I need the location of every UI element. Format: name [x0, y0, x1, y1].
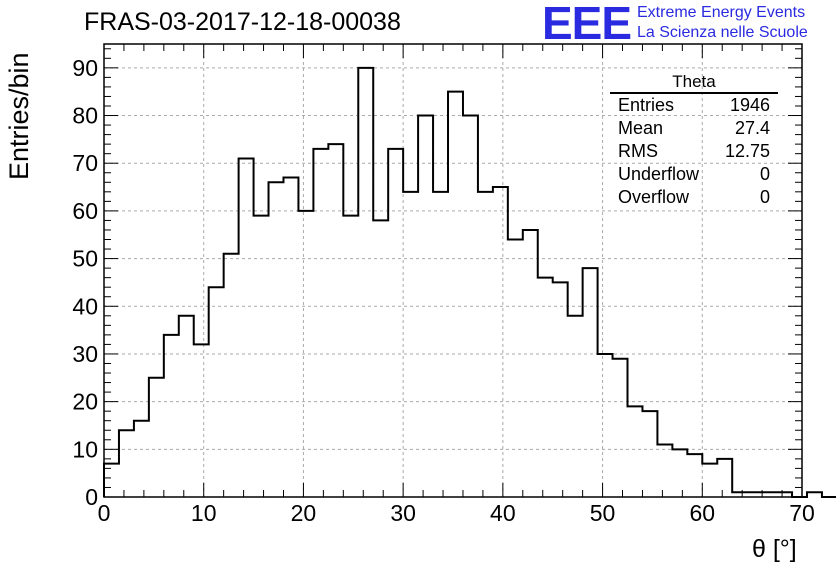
histogram-bin — [313, 149, 328, 497]
y-tick-label: 70 — [72, 150, 98, 176]
histogram-bin — [179, 316, 194, 497]
stats-row-underflow: Underflow 0 — [610, 163, 778, 186]
histogram-bin — [523, 230, 538, 497]
stats-title: Theta — [610, 72, 778, 94]
histogram-bin — [687, 454, 702, 497]
histogram-bin — [538, 278, 553, 497]
histogram-bin — [418, 116, 433, 497]
x-tick-label: 60 — [689, 500, 715, 526]
y-tick-label: 20 — [72, 389, 98, 415]
histogram-bin — [553, 282, 568, 497]
stats-label: RMS — [618, 141, 658, 161]
histogram-bin — [717, 459, 732, 497]
y-tick-label: 60 — [72, 198, 98, 224]
histogram-bin — [463, 116, 478, 497]
histogram-bin — [164, 335, 179, 497]
stats-value: 0 — [759, 187, 770, 207]
histogram-bin — [672, 449, 687, 497]
y-tick-label: 80 — [72, 103, 98, 129]
chart-title: FRAS-03-2017-12-18-00038 — [84, 8, 401, 36]
histogram-bin — [628, 406, 643, 497]
x-tick-label: 40 — [490, 500, 516, 526]
histogram-bin — [119, 430, 134, 497]
histogram-outline — [103, 66, 836, 498]
x-tick-label: 70 — [789, 500, 815, 526]
histogram-bin — [328, 144, 343, 497]
stats-label: Overflow — [618, 187, 690, 207]
histogram-bin — [448, 92, 463, 497]
eee-logo: EEE — [542, 0, 632, 49]
histogram-bin — [298, 211, 313, 497]
x-tick-label: 50 — [590, 500, 616, 526]
histogram-bin — [583, 268, 598, 497]
histogram-bin — [194, 344, 209, 497]
histogram-bin — [343, 216, 358, 497]
histogram-bin — [403, 192, 418, 497]
histogram-bin — [224, 254, 239, 497]
x-tick-label: 20 — [291, 500, 317, 526]
stats-label: Mean — [618, 118, 664, 138]
histogram-bin — [209, 287, 224, 497]
histogram-bin — [388, 149, 403, 497]
histogram-bin — [269, 182, 284, 497]
histogram-bin — [568, 316, 583, 497]
histogram-bin — [358, 68, 373, 497]
y-tick-label: 50 — [72, 246, 98, 272]
stats-row-overflow: Overflow 0 — [610, 186, 778, 209]
stats-label: Entries — [618, 95, 675, 115]
x-tick-label: 0 — [98, 500, 111, 526]
logo-line-1: Extreme Energy Events — [637, 4, 806, 21]
y-tick-label: 90 — [72, 55, 98, 81]
stats-value: 12.75 — [724, 141, 770, 161]
stats-row-entries: Entries 1946 — [610, 94, 778, 117]
histogram-bin — [478, 192, 493, 497]
histogram-bin — [149, 378, 164, 497]
histogram-bin — [642, 411, 657, 497]
y-tick-label: 40 — [72, 293, 98, 319]
y-tick-label: 30 — [72, 341, 98, 367]
histogram-bin — [283, 178, 298, 497]
x-tick-label: 30 — [390, 500, 416, 526]
histogram-bin — [657, 445, 672, 497]
y-axis-label: Entries/bin — [4, 52, 34, 180]
histogram-bin — [239, 158, 254, 497]
x-axis-label: θ [°] — [752, 535, 797, 563]
histogram-bin — [702, 464, 717, 497]
logo-text: Extreme Energy Events La Scienza nelle S… — [637, 3, 808, 43]
y-tick-label: 10 — [72, 436, 98, 462]
histogram-bin — [613, 359, 628, 497]
stats-label: Underflow — [618, 164, 700, 184]
histogram-bin — [254, 216, 269, 497]
stats-value: 1946 — [729, 95, 770, 115]
stats-value: 27.4 — [734, 118, 770, 138]
stats-row-rms: RMS 12.75 — [610, 140, 778, 163]
stats-box: Theta Entries 1946 Mean 27.4 RMS 12.75 U… — [610, 72, 778, 209]
stats-value: 0 — [759, 164, 770, 184]
histogram-bin — [807, 492, 822, 497]
histogram-bin — [598, 354, 613, 497]
x-tick-label: 10 — [191, 500, 217, 526]
histogram-bin — [373, 220, 388, 497]
logo-line-2: La Scienza nelle Scuole — [637, 24, 808, 41]
plot-frame — [103, 43, 803, 498]
histogram-bin — [493, 187, 508, 497]
histogram-bin — [433, 192, 448, 497]
histogram-bin — [508, 240, 523, 497]
y-tick-label: 0 — [85, 484, 98, 510]
stats-row-mean: Mean 27.4 — [610, 117, 778, 140]
histogram-bin — [134, 421, 149, 497]
